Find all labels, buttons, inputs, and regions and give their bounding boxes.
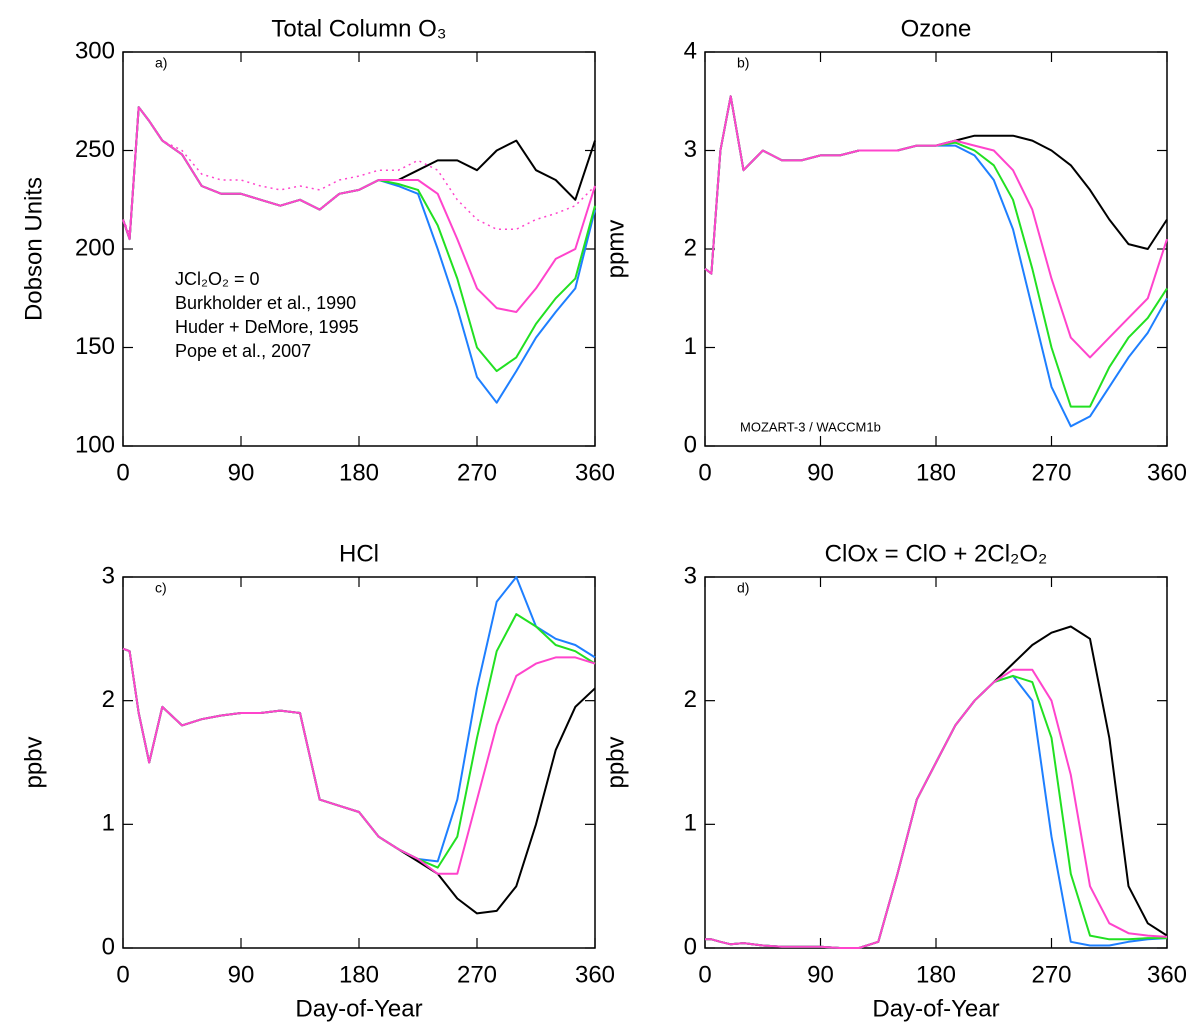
x-tick-label: 0	[116, 459, 129, 486]
annotation: MOZART-3 / WACCM1b	[740, 419, 881, 434]
y-axis-label: ppmv	[602, 220, 629, 279]
x-tick-label: 0	[698, 961, 711, 988]
y-tick-label: 1	[102, 810, 115, 837]
y-tick-label: 2	[102, 686, 115, 713]
y-tick-label: 0	[684, 933, 697, 960]
y-axis-label: Dobson Units	[20, 177, 47, 321]
y-tick-label: 3	[684, 562, 697, 589]
panel-label: c)	[155, 580, 167, 596]
y-tick-label: 300	[75, 37, 115, 64]
legend-entry: Burkholder et al., 1990	[175, 293, 356, 313]
series-line	[122, 613, 596, 869]
y-tick-label: 0	[684, 431, 697, 458]
y-tick-label: 150	[75, 333, 115, 360]
x-tick-label: 90	[228, 459, 255, 486]
x-tick-label: 270	[457, 961, 497, 988]
y-axis-label: ppbv	[602, 736, 629, 788]
x-tick-label: 270	[1031, 459, 1071, 486]
x-tick-label: 0	[698, 459, 711, 486]
x-tick-label: 180	[916, 459, 956, 486]
x-tick-label: 90	[807, 459, 834, 486]
panel-title: HCl	[339, 540, 379, 567]
panel-title: ClOx = ClO + 2Cl₂O₂	[825, 540, 1048, 567]
x-axis-label: Day-of-Year	[295, 995, 422, 1022]
x-axis-label: Day-of-Year	[872, 995, 999, 1022]
legend-entry: JCl₂O₂ = 0	[175, 269, 260, 289]
x-tick-label: 360	[575, 459, 615, 486]
series-line	[122, 647, 596, 875]
y-axis-label: ppbv	[20, 736, 47, 788]
x-tick-label: 360	[575, 961, 615, 988]
panel-label: b)	[737, 55, 749, 71]
x-tick-label: 180	[916, 961, 956, 988]
x-tick-label: 270	[1031, 961, 1071, 988]
y-tick-label: 0	[102, 933, 115, 960]
plot-frame	[122, 576, 596, 949]
x-tick-label: 270	[457, 459, 497, 486]
panel-title: Ozone	[901, 15, 972, 42]
panel-title: Total Column O₃	[271, 15, 446, 42]
y-tick-label: 250	[75, 136, 115, 163]
series-line	[705, 668, 1168, 949]
y-tick-label: 2	[684, 234, 697, 261]
y-tick-label: 1	[684, 333, 697, 360]
y-tick-label: 4	[684, 37, 697, 64]
series-line	[704, 95, 1168, 359]
y-tick-label: 100	[75, 431, 115, 458]
legend-entry: Pope et al., 2007	[175, 341, 311, 361]
series-line	[122, 106, 596, 234]
plot-frame	[122, 51, 596, 447]
panel-label: d)	[737, 580, 749, 596]
series-line	[122, 106, 596, 313]
x-tick-label: 90	[228, 961, 255, 988]
y-tick-label: 1	[684, 810, 697, 837]
x-tick-label: 360	[1147, 459, 1187, 486]
series-line	[704, 95, 1168, 408]
legend-entry: Huder + DeMore, 1995	[175, 317, 359, 337]
x-tick-label: 180	[339, 961, 379, 988]
y-tick-label: 3	[102, 562, 115, 589]
y-tick-label: 3	[684, 136, 697, 163]
plot-frame	[704, 51, 1168, 447]
x-tick-label: 360	[1147, 961, 1187, 988]
panel-label: a)	[155, 55, 167, 71]
x-tick-label: 90	[807, 961, 834, 988]
series-line	[705, 674, 1167, 949]
x-tick-label: 0	[116, 961, 129, 988]
series-line	[705, 674, 1168, 949]
x-tick-label: 180	[339, 459, 379, 486]
series-line	[704, 95, 1168, 275]
y-tick-label: 2	[684, 686, 697, 713]
y-tick-label: 200	[75, 234, 115, 261]
series-line	[122, 647, 596, 915]
